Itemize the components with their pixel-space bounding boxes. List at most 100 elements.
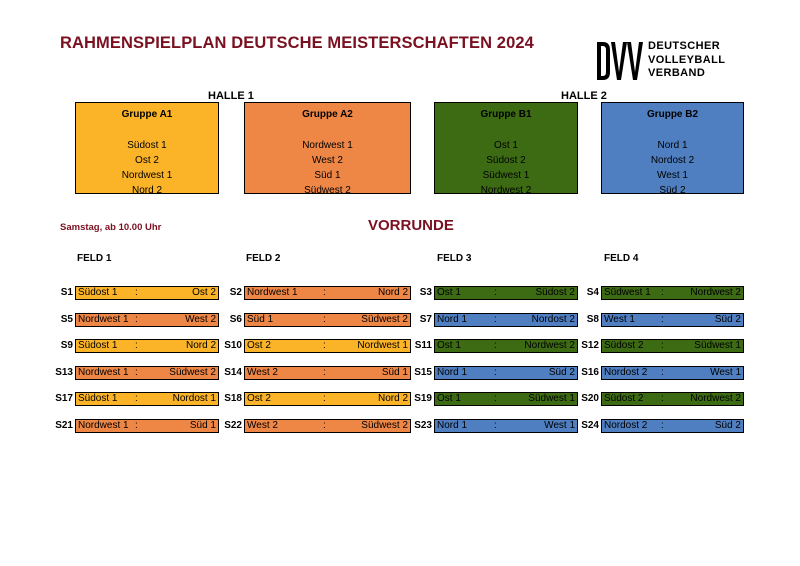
match-number: S6 [229, 314, 242, 325]
match-number: S20 [581, 393, 599, 404]
home-team: Nord 1 [437, 367, 468, 378]
away-team: Nordost 2 [531, 314, 575, 325]
away-team: Nordwest 2 [690, 287, 741, 298]
match-number: S4 [586, 287, 599, 298]
group-team: Südwest 1 [482, 170, 530, 181]
home-team: Nordost 2 [604, 367, 648, 378]
group-box-b2: Gruppe B2 Nord 1 Nordost 2 West 1 Süd 2 [601, 102, 744, 196]
match-number: S14 [224, 367, 242, 378]
field-label-2: FELD 2 [246, 253, 281, 264]
away-team: West 1 [710, 367, 741, 378]
group-title: Gruppe B2 [646, 109, 699, 120]
home-team: Südwest 1 [604, 287, 651, 298]
match-row: Südwest 1: Nordwest 2 [601, 286, 744, 300]
home-team: Ost 2 [247, 393, 271, 404]
match-row: Süd 1: Südwest 2 [244, 313, 411, 327]
away-team: Südost 2 [535, 287, 575, 298]
match-number: S1 [60, 287, 73, 298]
home-team: Südost 1 [78, 287, 118, 298]
field-label-3: FELD 3 [437, 253, 472, 264]
logo-line: VERBAND [648, 67, 706, 79]
match-row: Ost 2: Nordwest 1 [244, 339, 411, 353]
hall-label-2: HALLE 2 [561, 90, 607, 102]
match-row: Nord 1: Süd 2 [434, 366, 578, 380]
home-team: Ost 2 [247, 340, 271, 351]
match-row: Ost 2: Nord 2 [244, 392, 411, 406]
session-day: Samstag, ab 10.00 Uhr [60, 222, 162, 233]
match-row: West 1: Süd 2 [601, 313, 744, 327]
away-team: West 1 [544, 420, 575, 431]
away-team: Nord 2 [185, 340, 216, 351]
match-number: S16 [581, 367, 599, 378]
home-team: Nord 1 [437, 420, 468, 431]
match-separator: : [494, 420, 497, 431]
group-team: Nordwest 1 [302, 140, 353, 151]
away-team: West 2 [185, 314, 216, 325]
logo-line: VOLLEYBALL [648, 53, 726, 66]
match-number: S19 [414, 393, 432, 404]
match-number: S17 [55, 393, 73, 404]
away-team: Südwest 2 [169, 367, 216, 378]
match-number: S10 [224, 340, 242, 351]
away-team: Ost 2 [192, 287, 216, 298]
page-title: RAHMENSPIELPLAN DEUTSCHE MEISTERSCHAFTEN… [60, 34, 534, 52]
match-row: Nordwest 1: Südwest 2 [75, 366, 219, 380]
home-team: Südost 1 [78, 393, 118, 404]
match-number: S18 [224, 393, 242, 404]
home-team: Nordost 2 [604, 420, 648, 431]
match-row: Ost 1: Nordwest 2 [434, 339, 578, 353]
match-row: Nordost 2: Süd 2 [601, 419, 744, 433]
match-separator: : [494, 314, 497, 325]
group-team: West 2 [312, 155, 343, 166]
away-team: Süd 2 [714, 420, 741, 431]
away-team: Nordost 1 [172, 393, 216, 404]
match-separator: : [135, 314, 138, 325]
group-team: Nordost 2 [650, 155, 695, 166]
group-box-a1: Gruppe A1 Südost 1 Ost 2 Nordwest 1 Nord… [75, 102, 219, 196]
match-row: Südost 2: Südwest 1 [601, 339, 744, 353]
home-team: Nord 1 [437, 314, 468, 325]
match-separator: : [494, 393, 497, 404]
field-label-1: FELD 1 [77, 253, 112, 264]
dvv-logo-mark [597, 42, 643, 80]
home-team: Südost 1 [78, 340, 118, 351]
home-team: Süd 1 [247, 314, 274, 325]
home-team: Ost 1 [437, 393, 461, 404]
group-title: Gruppe A2 [302, 109, 353, 120]
away-team: Südwest 2 [361, 420, 408, 431]
away-team: Südwest 1 [694, 340, 741, 351]
dvv-logo-text: DEUTSCHER VOLLEYBALL VERBAND [648, 40, 725, 81]
match-row: Nordwest 1: West 2 [75, 313, 219, 327]
match-separator: : [135, 340, 138, 351]
match-separator: : [323, 340, 326, 351]
match-separator: : [494, 367, 497, 378]
match-row: West 2: Süd 1 [244, 366, 411, 380]
match-number: S13 [55, 367, 73, 378]
group-box-a2: Gruppe A2 Nordwest 1 West 2 Süd 1 Südwes… [244, 102, 411, 196]
group-title: Gruppe B1 [480, 109, 532, 120]
match-number: S23 [414, 420, 432, 431]
match-row: Ost 1: Südost 2 [434, 286, 578, 300]
home-team: Südost 2 [604, 340, 644, 351]
home-team: Ost 1 [437, 340, 461, 351]
match-row: West 2: Südwest 2 [244, 419, 411, 433]
match-number: S11 [414, 340, 432, 351]
match-row: Nord 1: Nordost 2 [434, 313, 578, 327]
home-team: Südost 2 [604, 393, 644, 404]
match-number: S15 [414, 367, 432, 378]
match-row: Nord 1: West 1 [434, 419, 578, 433]
match-separator: : [661, 420, 664, 431]
match-separator: : [135, 393, 138, 404]
home-team: Nordwest 1 [78, 314, 129, 325]
away-team: Süd 1 [381, 367, 408, 378]
match-separator: : [494, 287, 497, 298]
away-team: Süd 2 [548, 367, 575, 378]
home-team: West 2 [247, 367, 278, 378]
away-team: Nordwest 2 [690, 393, 741, 404]
home-team: West 2 [247, 420, 278, 431]
group-team: Nordwest 1 [121, 170, 173, 181]
match-separator: : [661, 340, 664, 351]
dvv-logo: DEUTSCHER VOLLEYBALL VERBAND [596, 40, 736, 82]
match-number: S12 [581, 340, 599, 351]
match-number: S7 [419, 314, 432, 325]
